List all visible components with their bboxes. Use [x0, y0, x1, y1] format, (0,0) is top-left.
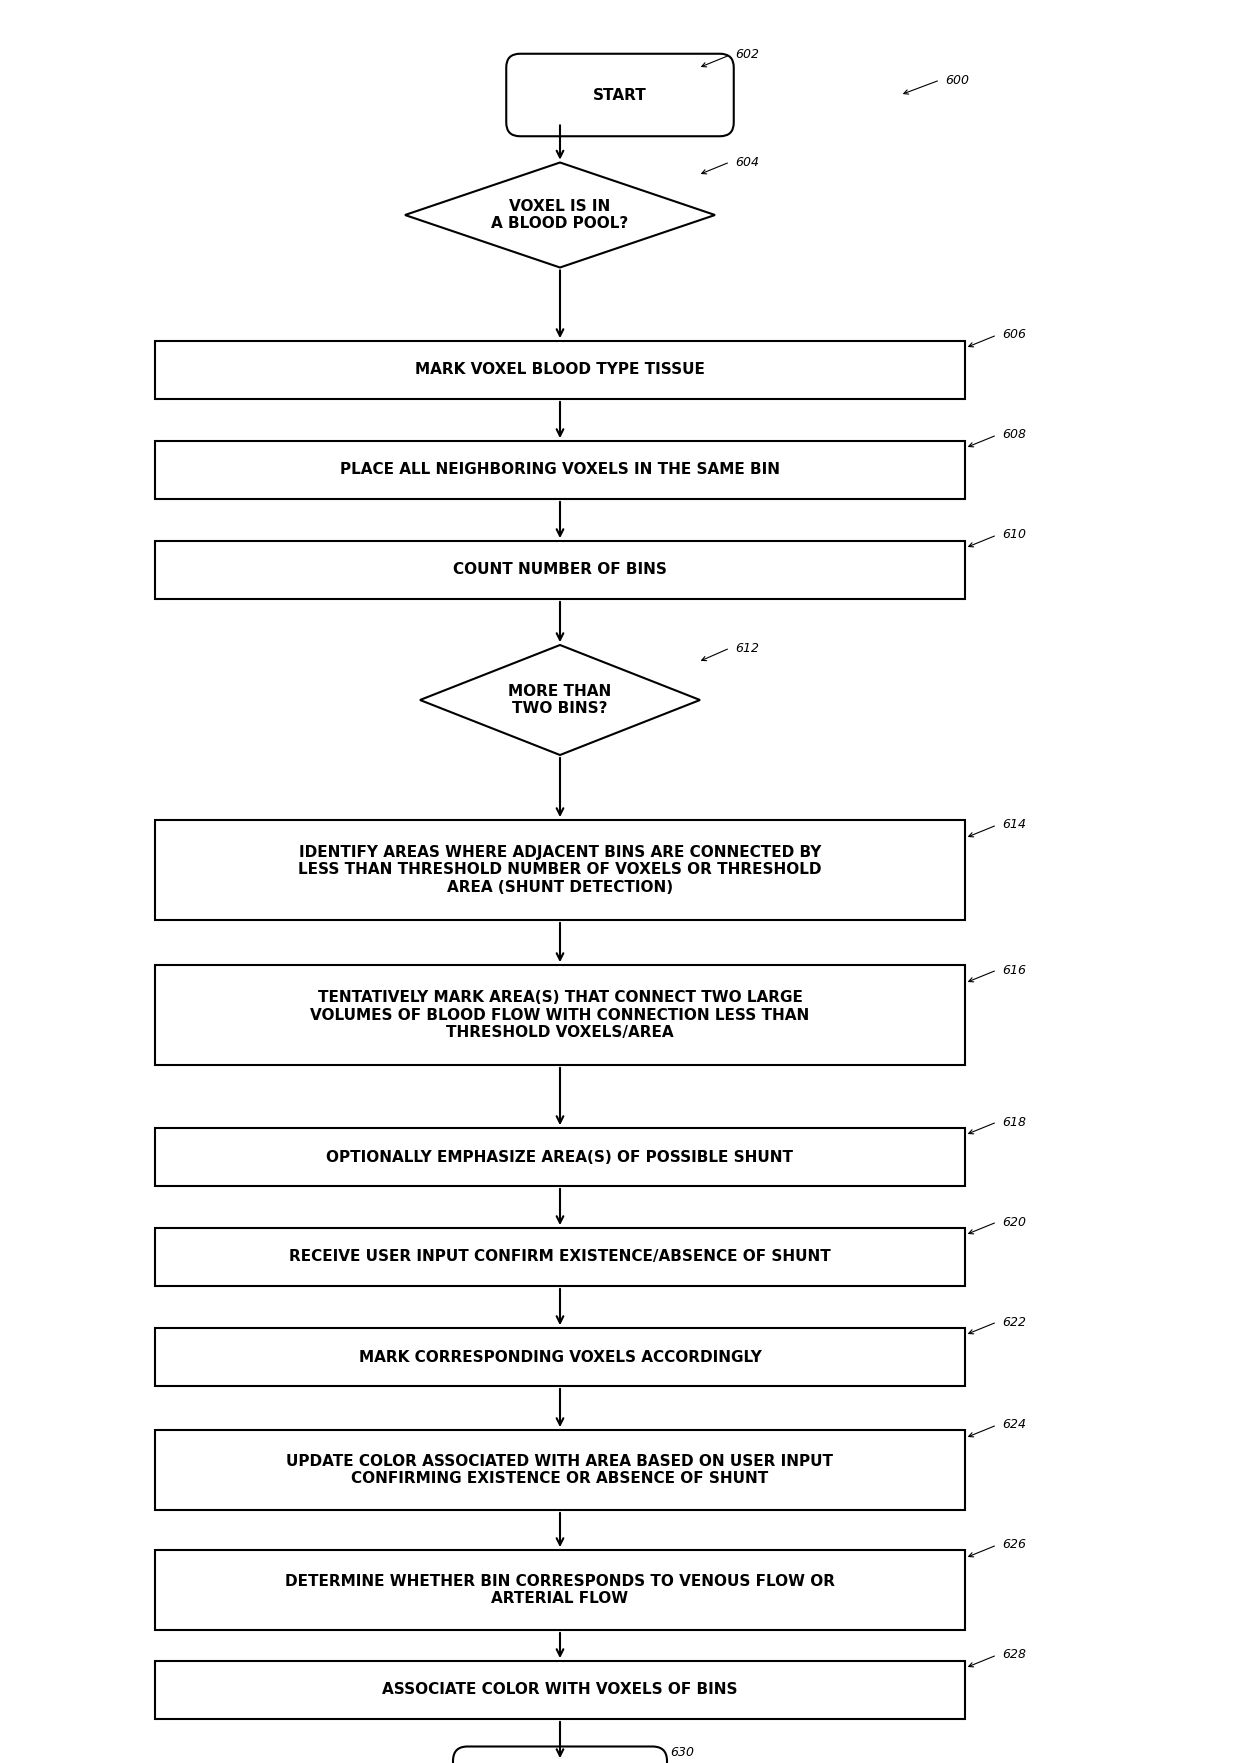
Polygon shape	[420, 645, 701, 755]
Text: 614: 614	[1002, 818, 1025, 832]
FancyBboxPatch shape	[506, 53, 734, 136]
Text: 618: 618	[1002, 1116, 1025, 1128]
Text: OPTIONALLY EMPHASIZE AREA(S) OF POSSIBLE SHUNT: OPTIONALLY EMPHASIZE AREA(S) OF POSSIBLE…	[326, 1149, 794, 1165]
Text: START: START	[593, 88, 647, 102]
Text: 610: 610	[1002, 529, 1025, 541]
Text: MORE THAN
TWO BINS?: MORE THAN TWO BINS?	[508, 684, 611, 716]
Text: 616: 616	[1002, 964, 1025, 977]
Text: RECEIVE USER INPUT CONFIRM EXISTENCE/ABSENCE OF SHUNT: RECEIVE USER INPUT CONFIRM EXISTENCE/ABS…	[289, 1250, 831, 1264]
Text: 602: 602	[735, 49, 759, 62]
Bar	[155, 441, 965, 499]
Bar	[155, 1328, 965, 1386]
Text: UPDATE COLOR ASSOCIATED WITH AREA BASED ON USER INPUT
CONFIRMING EXISTENCE OR AB: UPDATE COLOR ASSOCIATED WITH AREA BASED …	[286, 1454, 833, 1486]
Text: MARK VOXEL BLOOD TYPE TISSUE: MARK VOXEL BLOOD TYPE TISSUE	[415, 363, 704, 377]
Text: MARK CORRESPONDING VOXELS ACCORDINGLY: MARK CORRESPONDING VOXELS ACCORDINGLY	[358, 1349, 761, 1365]
Text: 620: 620	[1002, 1215, 1025, 1229]
Text: 628: 628	[1002, 1648, 1025, 1661]
Text: IDENTIFY AREAS WHERE ADJACENT BINS ARE CONNECTED BY
LESS THAN THRESHOLD NUMBER O: IDENTIFY AREAS WHERE ADJACENT BINS ARE C…	[299, 844, 822, 896]
Bar	[155, 964, 965, 1065]
Bar	[155, 541, 965, 599]
Bar	[155, 1229, 965, 1285]
Text: VOXEL IS IN
A BLOOD POOL?: VOXEL IS IN A BLOOD POOL?	[491, 199, 629, 231]
Text: DETERMINE WHETHER BIN CORRESPONDS TO VENOUS FLOW OR
ARTERIAL FLOW: DETERMINE WHETHER BIN CORRESPONDS TO VEN…	[285, 1574, 835, 1606]
Text: 608: 608	[1002, 428, 1025, 441]
Text: COUNT NUMBER OF BINS: COUNT NUMBER OF BINS	[453, 562, 667, 578]
Text: 600: 600	[945, 74, 968, 86]
Bar	[155, 820, 965, 920]
Text: TENTATIVELY MARK AREA(S) THAT CONNECT TWO LARGE
VOLUMES OF BLOOD FLOW WITH CONNE: TENTATIVELY MARK AREA(S) THAT CONNECT TW…	[310, 991, 810, 1040]
Text: 612: 612	[735, 642, 759, 654]
Text: 622: 622	[1002, 1315, 1025, 1329]
Text: ASSOCIATE COLOR WITH VOXELS OF BINS: ASSOCIATE COLOR WITH VOXELS OF BINS	[382, 1682, 738, 1698]
Bar	[155, 1128, 965, 1186]
Text: 604: 604	[735, 155, 759, 169]
FancyBboxPatch shape	[453, 1747, 667, 1763]
Text: 626: 626	[1002, 1539, 1025, 1551]
Bar	[155, 340, 965, 398]
Bar	[155, 1661, 965, 1719]
Bar	[155, 1550, 965, 1631]
Text: 606: 606	[1002, 328, 1025, 342]
Polygon shape	[405, 162, 715, 268]
Text: 630: 630	[670, 1745, 694, 1758]
Text: 624: 624	[1002, 1419, 1025, 1432]
Text: PLACE ALL NEIGHBORING VOXELS IN THE SAME BIN: PLACE ALL NEIGHBORING VOXELS IN THE SAME…	[340, 462, 780, 478]
Bar	[155, 1430, 965, 1509]
